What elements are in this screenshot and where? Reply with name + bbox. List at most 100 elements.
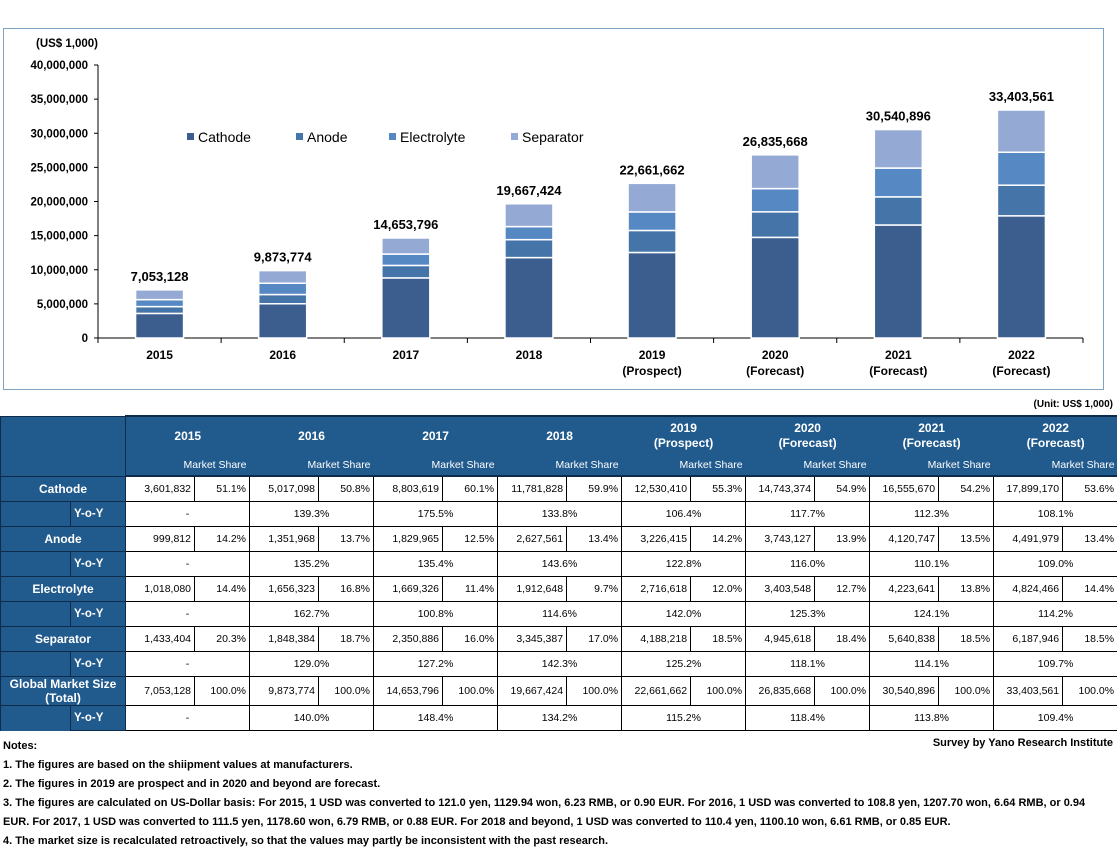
share-cell: 13.4% <box>1062 526 1117 552</box>
share-cell: 100.0% <box>938 676 995 706</box>
share-cell: 100.0% <box>690 676 747 706</box>
legend-swatch-separator <box>511 133 518 140</box>
yoy-cell: - <box>124 501 251 527</box>
share-cell: 55.3% <box>690 475 747 502</box>
value-cell: 1,018,080 <box>125 576 195 602</box>
y-tick-label: 35,000,000 <box>30 94 88 106</box>
yoy-cell: 125.2% <box>621 651 747 677</box>
value-cell: 16,555,670 <box>869 475 940 502</box>
share-cell: 100.0% <box>814 676 871 706</box>
bar-segment-separator <box>627 182 677 213</box>
bar-segment-electrolyte <box>627 211 677 232</box>
yoy-cell: 125.3% <box>745 601 871 627</box>
market-size-table: 2015 2016 2017 2018 2019 (Prospect) 2020 (Forec… <box>0 415 1117 731</box>
y-tick-label: 40,000,000 <box>30 60 88 72</box>
market-share-header: Market Share <box>745 455 870 477</box>
share-cell: 100.0% <box>318 676 375 706</box>
bar-segment-separator <box>996 109 1047 154</box>
year-header: 2016 <box>249 415 374 455</box>
year-header: 2022 (Forecast) <box>993 415 1117 455</box>
value-cell: 3,601,832 <box>125 475 195 502</box>
note-4: 4. The market size is recalculated retro… <box>3 835 609 847</box>
x-tick-label: (Forecast) <box>992 364 1050 378</box>
share-cell: 100.0% <box>1062 676 1117 706</box>
yoy-label: Y-o-Y <box>70 501 126 527</box>
bar-segment-separator <box>873 128 924 169</box>
bar-segment-cathode <box>134 312 185 339</box>
yoy-cell: 109.7% <box>993 651 1117 677</box>
yoy-cell: 115.2% <box>621 705 747 731</box>
share-cell: 18.5% <box>690 626 747 652</box>
yoy-cell: - <box>124 651 251 677</box>
value-cell: 8,803,619 <box>373 475 444 502</box>
yoy-cell: 162.7% <box>249 601 375 627</box>
value-cell: 4,945,618 <box>745 626 816 652</box>
yoy-cell: 127.2% <box>373 651 499 677</box>
x-tick-label: 2018 <box>516 348 543 362</box>
share-cell: 14.4% <box>1062 576 1117 602</box>
x-tick-label: 2017 <box>392 348 419 362</box>
year-header: 2020 (Forecast) <box>745 415 870 455</box>
share-cell: 17.0% <box>566 626 623 652</box>
x-tick-label: 2020 <box>762 348 789 362</box>
value-cell: 19,667,424 <box>497 676 568 706</box>
share-cell: 54.2% <box>938 475 995 502</box>
share-cell: 60.1% <box>442 475 499 502</box>
row-label: Separator <box>0 626 126 652</box>
note-3: 3. The figures are calculated on US-Doll… <box>3 797 1086 828</box>
share-cell: 18.5% <box>1062 626 1117 652</box>
total-data-label: 7,053,128 <box>131 269 189 284</box>
bar-segment-cathode <box>750 236 800 339</box>
source-credit: Survey by Yano Research Institute <box>932 737 1113 749</box>
row-label-line: Global Market Size <box>9 677 117 692</box>
year-header-line: 2016 <box>298 428 325 443</box>
bar-segment-anode <box>750 211 800 239</box>
yoy-cell: 135.2% <box>249 551 375 577</box>
year-header-line: 2018 <box>546 428 573 443</box>
market-share-header: Market Share <box>869 455 994 477</box>
notes-heading: Notes: <box>3 740 38 752</box>
bar-segment-anode <box>257 293 308 305</box>
bar-segment-separator <box>381 237 431 255</box>
yoy-cell: - <box>124 551 251 577</box>
yoy-cell: 116.0% <box>745 551 871 577</box>
note-1: 1. The figures are based on the shiipmen… <box>3 759 353 771</box>
total-data-label: 33,403,561 <box>989 89 1054 104</box>
value-cell: 4,120,747 <box>869 526 940 552</box>
yoy-label: Y-o-Y <box>70 651 126 677</box>
share-cell: 100.0% <box>442 676 499 706</box>
yoy-cell: - <box>124 705 251 731</box>
value-cell: 1,669,326 <box>373 576 444 602</box>
total-data-label: 9,873,774 <box>254 250 313 265</box>
yoy-cell: 139.3% <box>249 501 375 527</box>
total-data-label: 30,540,896 <box>866 109 931 124</box>
value-cell: 1,912,648 <box>497 576 568 602</box>
market-share-header: Market Share <box>373 455 498 477</box>
legend-swatch-cathode <box>187 133 194 140</box>
x-tick-label: 2015 <box>146 348 173 362</box>
y-tick-label: 20,000,000 <box>30 197 88 209</box>
share-cell: 20.3% <box>193 626 251 652</box>
share-cell: 50.8% <box>318 475 375 502</box>
yoy-cell: 110.1% <box>869 551 995 577</box>
bar-segment-anode <box>381 264 431 279</box>
share-cell: 54.9% <box>814 475 871 502</box>
yoy-cell: 143.6% <box>497 551 623 577</box>
bar-segment-anode <box>873 196 924 226</box>
yoy-cell: 100.8% <box>373 601 499 627</box>
bar-segment-cathode <box>381 277 431 339</box>
year-header-line: 2015 <box>174 428 202 443</box>
value-cell: 14,653,796 <box>373 676 444 706</box>
share-cell: 14.4% <box>193 576 251 602</box>
value-cell: 5,640,838 <box>869 626 940 652</box>
share-cell: 13.8% <box>938 576 995 602</box>
yoy-cell: 117.7% <box>745 501 871 527</box>
bar-segment-electrolyte <box>257 282 308 296</box>
value-cell: 33,403,561 <box>993 676 1064 706</box>
year-header-line: (Forecast) <box>1026 436 1085 450</box>
bar-segment-cathode <box>873 224 924 339</box>
y-tick-label: 10,000,000 <box>30 265 88 277</box>
row-label-line: Electrolyte <box>32 582 94 596</box>
share-cell: 13.5% <box>938 526 995 552</box>
value-cell: 26,835,668 <box>745 676 816 706</box>
